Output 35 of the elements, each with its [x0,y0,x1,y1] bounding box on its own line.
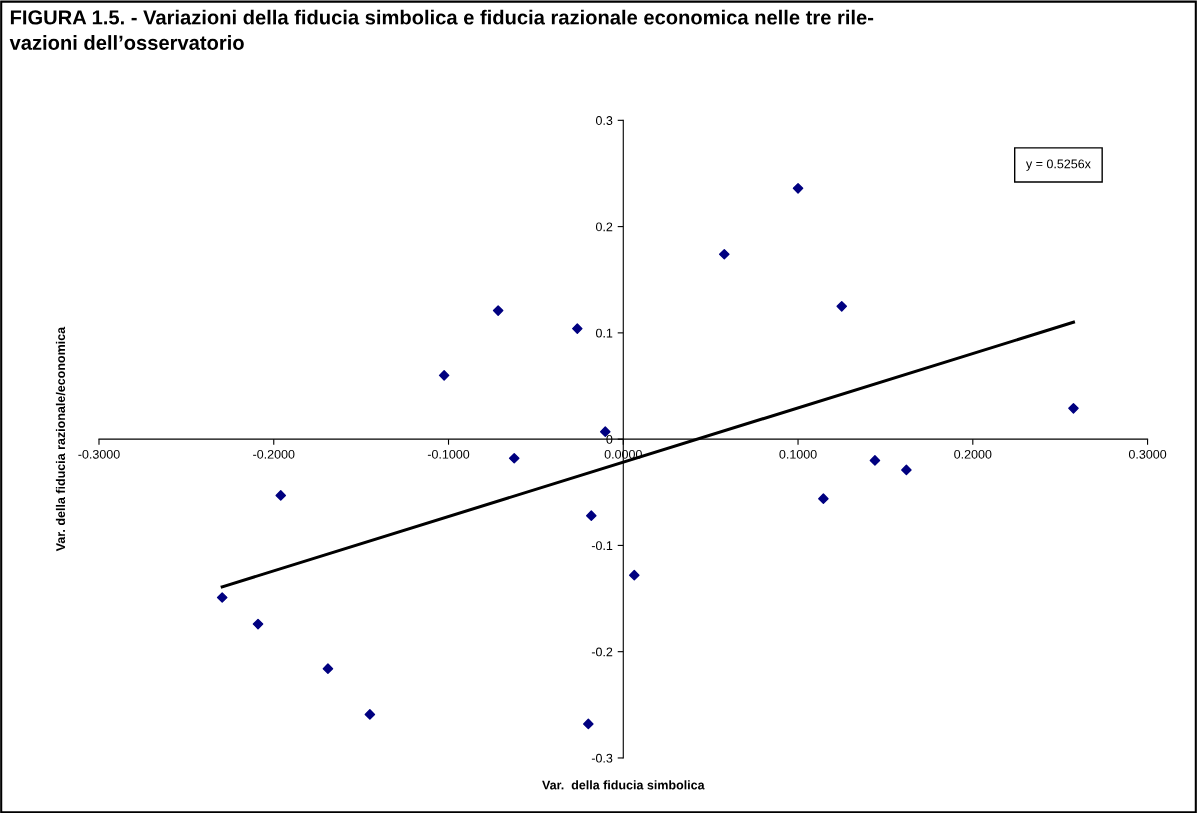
point [1068,403,1079,414]
point [438,370,450,381]
point [364,709,376,720]
y-tick-label: -0.2 [591,647,613,657]
point [869,455,881,466]
point [583,718,594,730]
x-tick-label: -0.1000 [427,449,470,459]
x-axis-title: Var. della fiducia simbolica [542,780,705,790]
point [492,305,504,316]
point [322,663,334,674]
y-axis-title: Var. della fiducia razionale/economica [55,326,66,552]
y-tick-label: 0.3 [595,116,613,125]
point [836,300,848,312]
x-tick-label: -0.3000 [78,449,120,459]
y-tick-label: 0.1 [595,328,613,338]
x-tick-label: 0.3000 [1128,449,1167,459]
x-tick-label: 0.2000 [954,449,992,459]
chart-title: FIGURA 1.5. - Variazioni della fiducia simbolica e fiducia razionale economica nelle tre rile- vazioni dell’osservatorio [9,9,874,50]
point [252,618,264,630]
y-tick-label: -0.1 [591,541,613,551]
x-tick-label: -0.2000 [253,449,295,459]
annotation: y = 0.5256x [1025,159,1091,171]
point [901,464,912,476]
y-tick-label: -0.3 [591,753,613,763]
point [216,592,228,603]
x-tick-label: 0.1000 [779,449,817,459]
point [572,323,583,334]
point [818,493,829,504]
point [275,490,287,501]
point [718,248,730,260]
point [585,510,597,521]
point [628,569,640,581]
y-tick-label: 0.2 [595,222,613,232]
point [508,452,520,464]
point [792,183,804,194]
